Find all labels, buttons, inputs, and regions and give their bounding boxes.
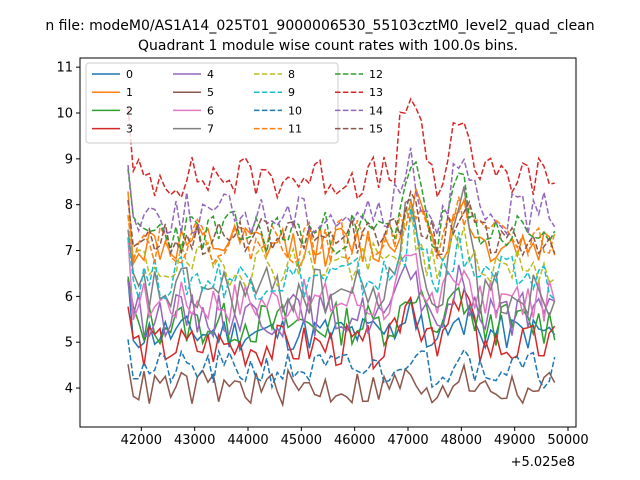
legend-box [85,62,339,144]
legend-label-4: 4 [207,68,214,81]
series-line-0 [127,279,556,353]
series-line-7 [127,186,556,319]
series-line-11 [127,196,556,265]
legend-label-6: 6 [207,104,214,117]
series-line-8 [127,201,556,289]
legend-label-1: 1 [126,86,133,99]
series-line-6 [127,238,556,325]
series-line-13 [127,97,555,201]
x-tick-label: 45000 [281,433,322,448]
x-tick-label: 48000 [441,433,482,448]
axes-frame [79,57,577,428]
x-axis-offset-label: +5.025e8 [511,455,575,470]
legend-label-8: 8 [288,68,295,81]
legend-label-7: 7 [207,123,214,136]
x-tick-label: 46000 [334,433,375,448]
x-tick-label: 50000 [547,433,588,448]
series-line-4 [127,262,556,339]
y-tick-label: 4 [65,382,73,397]
figure-suptitle: n file: modeM0/AS1A14_025T01_9000006530_… [45,18,594,34]
legend-label-3: 3 [126,123,133,136]
legend-label-11: 11 [288,123,302,136]
legend-label-14: 14 [369,104,383,117]
series-line-2 [127,276,556,348]
legend-label-0: 0 [126,68,133,81]
legend-label-5: 5 [207,86,214,99]
series-line-9 [127,207,556,301]
series-line-3 [127,287,556,371]
legend-label-15: 15 [369,123,383,136]
legend-label-10: 10 [288,104,302,117]
plot-lines [127,97,556,408]
series-line-15 [127,189,556,257]
x-axis: 42000 43000 44000 45000 46000 47000 48000 49000… [121,427,589,448]
series-line-1 [127,188,556,270]
series-line-5 [127,362,556,408]
chart-title: Quadrant 1 module wise count rates with … [138,38,518,54]
series-line-10 [127,339,556,390]
y-tick-label: 9 [65,152,73,167]
y-tick-label: 11 [56,61,73,76]
x-tick-label: 47000 [387,433,428,448]
x-tick-label: 49000 [494,433,535,448]
x-tick-label: 44000 [227,433,268,448]
x-tick-label: 43000 [174,433,215,448]
legend-label-2: 2 [126,104,133,117]
y-tick-label: 5 [65,336,73,351]
y-tick-label: 8 [65,198,73,213]
legend-label-13: 13 [369,86,383,99]
y-tick-label: 7 [65,244,73,259]
y-tick-label: 10 [56,107,73,122]
series-line-14 [127,147,556,238]
y-tick-label: 6 [65,290,73,305]
legend-label-9: 9 [288,86,295,99]
x-tick-label: 42000 [121,433,162,448]
y-axis: 4 5 6 7 8 9 10 11 [56,61,80,397]
legend-label-12: 12 [369,68,383,81]
